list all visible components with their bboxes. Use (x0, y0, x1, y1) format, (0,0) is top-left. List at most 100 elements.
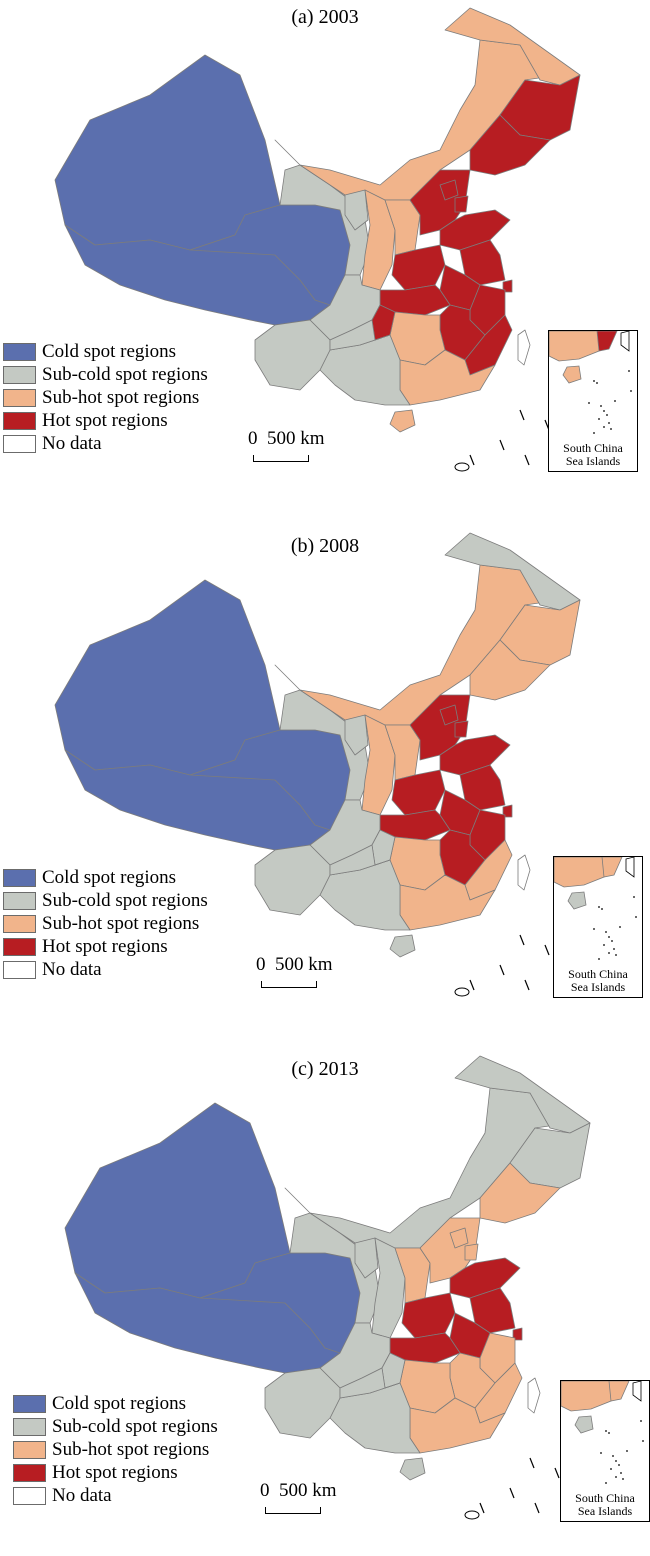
legend-swatch (13, 1440, 46, 1459)
legend-item-cold: Cold spot regions (13, 1392, 218, 1415)
island-dot (613, 948, 615, 950)
island-dot (615, 954, 617, 956)
inset-province-taiwan (632, 1381, 642, 1402)
island-dot (605, 1430, 607, 1432)
province-heilongjiang (454, 1055, 591, 1134)
island-dot (612, 1455, 614, 1457)
inset-map (561, 1381, 644, 1484)
island-outline (454, 462, 470, 472)
legend-swatch (3, 914, 36, 933)
province-beijing (439, 704, 459, 726)
island-dot (626, 1450, 628, 1452)
island-dot (603, 410, 605, 412)
province-taiwan (527, 1377, 541, 1414)
island-dot (600, 1452, 602, 1454)
legend-swatch (3, 365, 36, 384)
province-hainan (389, 934, 416, 958)
island-dot (630, 390, 632, 392)
legend: Cold spot regions Sub-cold spot regions … (13, 1392, 218, 1507)
legend-swatch (3, 434, 36, 453)
panel-title: (b) 2008 (290, 535, 360, 557)
legend-item-nodata: No data (13, 1484, 218, 1507)
legend-swatch (3, 868, 36, 887)
province-shanghai (502, 804, 513, 818)
legend-swatch (13, 1463, 46, 1482)
legend-swatch (3, 960, 36, 979)
province-beijing (439, 179, 459, 201)
legend-swatch (3, 937, 36, 956)
province-liaoning (469, 639, 551, 701)
inset-province-fujian (608, 1381, 630, 1402)
legend-item-hot: Hot spot regions (3, 935, 208, 958)
boundary-dash (469, 454, 475, 466)
province-shandong (439, 734, 511, 776)
province-yunnan (254, 319, 331, 391)
island-dot (598, 906, 600, 908)
boundary-dash (529, 1457, 535, 1469)
inset-province-hainan (567, 891, 587, 910)
scale-label: 0 500 km (260, 1480, 337, 1501)
legend-item-nodata: No data (3, 958, 208, 981)
china-map (64, 1055, 591, 1520)
island-dot (593, 380, 595, 382)
boundary-dash (554, 1467, 560, 1479)
province-taiwan (517, 854, 531, 891)
island-outline (464, 1510, 480, 1520)
island-dot (619, 926, 621, 928)
island-dot (593, 432, 595, 434)
inset-map (549, 331, 632, 434)
inset-province-guangdong (554, 857, 615, 888)
legend-swatch (13, 1417, 46, 1436)
scale-label: 0 500 km (248, 428, 325, 449)
island-dot (614, 400, 616, 402)
scale-label: 0 500 km (256, 954, 333, 975)
scale-bar (253, 455, 309, 462)
legend-swatch (3, 891, 36, 910)
province-beijing (449, 1227, 469, 1249)
island-dot (618, 1464, 620, 1466)
south-china-sea-inset: South China Sea Islands (560, 1380, 650, 1522)
province-tianjin (464, 1243, 479, 1261)
inset-province-fujian (601, 857, 623, 878)
island-dot (596, 382, 598, 384)
island-dot (642, 1440, 644, 1442)
legend-item-subcold: Sub-cold spot regions (3, 889, 208, 912)
province-guizhou (329, 319, 391, 351)
scale-bar (265, 1507, 321, 1514)
province-yunnan (264, 1367, 341, 1439)
panel-title: (a) 2003 (291, 6, 359, 28)
map-panel-2008: (b) 2008 Cold spot regions Sub-cold spot… (0, 510, 650, 1015)
island-dot (615, 1460, 617, 1462)
province-shanghai (502, 279, 513, 293)
province-taiwan (517, 329, 531, 366)
legend-item-subhot: Sub-hot spot regions (3, 386, 208, 409)
inset-label: South China Sea Islands (563, 441, 623, 468)
island-dot (603, 426, 605, 428)
inset-province-fujian (596, 331, 618, 352)
scale-bar (261, 981, 317, 988)
legend-swatch (3, 388, 36, 407)
island-dot (598, 958, 600, 960)
island-dot (610, 1468, 612, 1470)
island-dot (620, 1472, 622, 1474)
island-dot (615, 1476, 617, 1478)
island-dot (635, 916, 637, 918)
province-yunnan (254, 844, 331, 916)
province-ningxia (344, 714, 369, 756)
boundary-dash (499, 439, 505, 451)
island-dot (608, 1432, 610, 1434)
legend-swatch (13, 1486, 46, 1505)
island-dot (608, 422, 610, 424)
legend: Cold spot regions Sub-cold spot regions … (3, 340, 208, 455)
boundary-dash (469, 979, 475, 991)
boundary-dash (534, 1502, 540, 1514)
province-henan (391, 244, 446, 291)
legend-item-cold: Cold spot regions (3, 866, 208, 889)
island-outline (454, 987, 470, 997)
island-dot (628, 370, 630, 372)
island-dot (593, 928, 595, 930)
province-hainan (389, 409, 416, 433)
province-guizhou (329, 844, 391, 876)
china-map (54, 7, 581, 472)
boundary-dash (524, 979, 530, 991)
